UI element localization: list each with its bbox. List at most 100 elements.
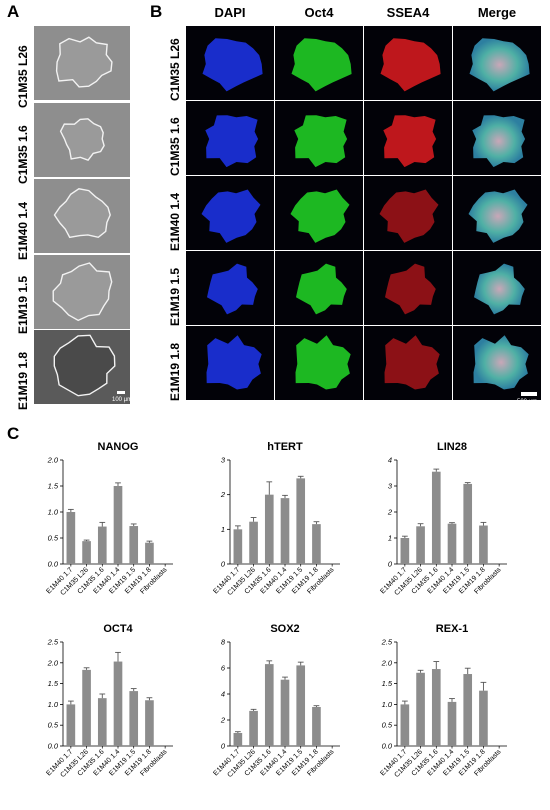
bar	[233, 529, 243, 564]
panel-b-row-label-2: C1M35 1.6	[168, 117, 182, 176]
bar	[113, 486, 123, 564]
panel-a-scale-label: 100 µm	[112, 397, 133, 403]
y-tick-label: 8	[221, 638, 226, 647]
chart-title: hTERT	[267, 441, 303, 453]
panel-b-scale-label: 500 µm	[517, 399, 538, 405]
bar	[479, 690, 488, 746]
y-tick-label: 2.0	[47, 456, 59, 465]
fluorescence-image-r1-c4	[453, 26, 541, 100]
fluorescence-image-r5-c4	[453, 326, 541, 400]
fluorescence-image-r3-c2	[275, 176, 363, 250]
y-tick-label: 1.0	[48, 700, 59, 709]
chart-lin28: LIN28 0 1 2 3 4 E1M40 1.7 C1M35 L26 C1M35 1.6 E1M…	[367, 438, 537, 623]
y-tick-label: 4	[388, 456, 392, 465]
fluorescence-image-r5-c2	[275, 326, 363, 400]
y-tick-label: 0.0	[48, 742, 59, 751]
bar	[66, 512, 76, 564]
chart-title: SOX2	[270, 623, 299, 635]
chart-title: NANOG	[98, 441, 139, 453]
brightfield-image-2	[34, 103, 130, 177]
bar	[312, 707, 321, 746]
fluorescence-image-r4-c4	[453, 251, 541, 325]
fluorescence-image-r4-c1	[186, 251, 274, 325]
y-tick-label: 0.5	[48, 534, 59, 543]
bar	[463, 674, 473, 746]
bar	[249, 521, 258, 564]
y-tick-label: 0.0	[382, 742, 393, 751]
y-tick-label: 3	[388, 482, 393, 491]
bar	[416, 672, 425, 746]
bar	[400, 704, 410, 746]
bar	[312, 524, 321, 564]
chart-htert: hTERT 0 1 2 3 E1M40 1.7 C1M35 L26 C1M35 1.6 E1M4…	[200, 438, 370, 623]
y-tick-label: 0.5	[382, 721, 393, 730]
bar	[129, 526, 139, 564]
fluorescence-image-r4-c2	[275, 251, 363, 325]
panel-a-row-label-2: C1M35 1.6	[16, 125, 30, 184]
col-header-oct4: Oct4	[304, 5, 334, 20]
bar	[97, 698, 107, 746]
fluorescence-image-r4-c3	[364, 251, 452, 325]
fluorescence-image-r5-c1	[186, 326, 274, 400]
y-tick-label: 2.0	[381, 658, 393, 667]
bar	[145, 542, 154, 564]
col-header-dapi: DAPI	[214, 5, 246, 20]
y-tick-label: 4	[221, 690, 225, 699]
y-tick-label: 1.5	[48, 482, 59, 491]
panel-a-row-label-5: E1M19 1.8	[16, 351, 30, 410]
fluorescence-image-r3-c3	[364, 176, 452, 250]
y-tick-label: 0	[388, 560, 393, 569]
fluorescence-image-r5-c3	[364, 326, 452, 400]
y-tick-label: 2	[387, 508, 393, 517]
panel-a-row-label-4: E1M19 1.5	[16, 275, 30, 334]
y-tick-label: 0	[221, 742, 226, 751]
bar	[97, 526, 107, 564]
bar	[447, 523, 457, 564]
y-tick-label: 0.5	[48, 721, 59, 730]
bar	[296, 478, 306, 564]
panel-label-a: A	[7, 2, 20, 21]
fluorescence-image-r1-c1	[186, 26, 274, 100]
y-tick-label: 3	[221, 456, 226, 465]
bar	[280, 679, 290, 746]
bar	[400, 538, 410, 564]
brightfield-image-3	[34, 179, 130, 253]
bar	[264, 664, 274, 746]
chart-title: REX-1	[436, 623, 468, 635]
bar	[296, 665, 306, 746]
bar	[280, 498, 290, 564]
chart-title: LIN28	[437, 441, 467, 453]
chart-sox2: SOX2 0 2 4 6 8 E1M40 1.7 C1M35 L26 C1M35 1.6 E1M4…	[200, 620, 370, 805]
bar	[66, 704, 76, 746]
fluorescence-image-r1-c2	[275, 26, 363, 100]
y-tick-label: 0	[221, 560, 226, 569]
panel-b-row-label-1: C1M35 L26	[168, 38, 182, 101]
bar	[416, 526, 425, 564]
col-header-ssea4: SSEA4	[386, 5, 430, 20]
bar	[129, 691, 139, 746]
panel-a-row-label-3: E1M40 1.4	[16, 201, 30, 260]
bar	[431, 669, 441, 746]
bar	[447, 701, 457, 746]
chart-title: OCT4	[103, 623, 133, 635]
fluorescence-image-r2-c4	[453, 101, 541, 175]
fluorescence-image-r1-c3	[364, 26, 452, 100]
panel-a-scale-bar	[117, 391, 125, 394]
bar	[233, 733, 243, 746]
bar	[249, 710, 258, 746]
bar	[264, 494, 274, 564]
y-tick-label: 2	[220, 490, 226, 499]
bar	[82, 669, 91, 746]
brightfield-image-5	[34, 330, 130, 404]
panel-b-scale-bar	[521, 392, 537, 396]
y-tick-label: 0.0	[48, 560, 59, 569]
bar	[82, 541, 91, 564]
chart-rex-1: REX-1 0.0 0.5 1.0 1.5 2.0 2.5 E1M40 1.7 C1M35 L2…	[367, 620, 537, 805]
fluorescence-image-r2-c3	[364, 101, 452, 175]
col-header-merge: Merge	[477, 5, 517, 20]
panel-label-c: C	[7, 424, 20, 443]
y-tick-label: 1.5	[48, 679, 59, 688]
bar	[113, 661, 123, 746]
fluorescence-image-r3-c4	[453, 176, 541, 250]
panel-b-row-label-5: E1M19 1.8	[168, 342, 182, 401]
